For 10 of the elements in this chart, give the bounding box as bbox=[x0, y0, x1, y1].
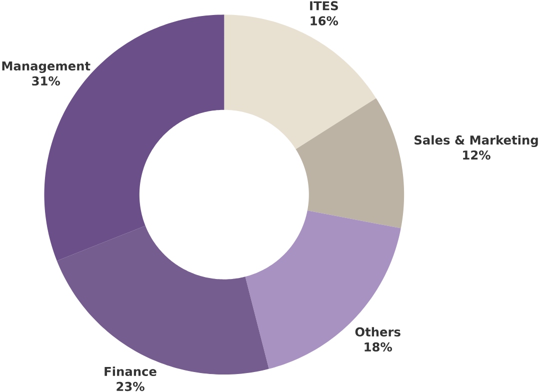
data-label: 31% bbox=[32, 76, 60, 86]
slice-label: Finance bbox=[104, 366, 156, 376]
slice-label: ITES bbox=[310, 1, 338, 10]
data-label: 23% bbox=[116, 382, 144, 391]
data-label: 12% bbox=[463, 150, 490, 160]
data-label: 18% bbox=[364, 342, 392, 352]
slice-label: Sales & Marketing bbox=[414, 135, 538, 147]
slice-label: Others bbox=[355, 327, 400, 336]
data-label: 16% bbox=[310, 16, 338, 26]
slice-label: Management bbox=[2, 61, 90, 73]
